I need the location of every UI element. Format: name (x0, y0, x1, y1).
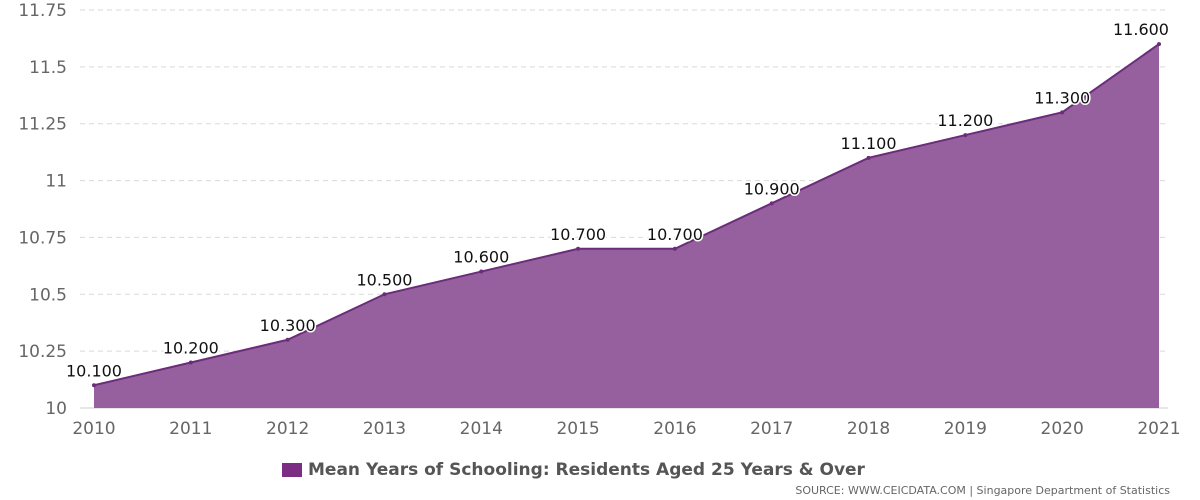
x-tick-label: 2021 (1137, 419, 1180, 439)
data-point (188, 360, 193, 365)
source-credit: SOURCE: WWW.CEICDATA.COM | Singapore Dep… (795, 484, 1170, 497)
x-tick-label: 2019 (944, 419, 987, 439)
y-tick-label: 11.5 (29, 58, 67, 78)
data-point (1060, 110, 1065, 115)
x-tick-label: 2017 (750, 419, 793, 439)
legend-label: Mean Years of Schooling: Residents Aged … (308, 460, 865, 480)
data-label: 10.500 (356, 270, 412, 289)
data-point (769, 201, 774, 206)
data-label: 11.200 (937, 111, 993, 130)
data-label: 10.300 (260, 316, 316, 335)
data-point (92, 383, 96, 388)
data-label: 10.600 (453, 248, 509, 267)
data-label: 11.100 (841, 134, 897, 153)
series-area (94, 44, 1159, 408)
legend-swatch (282, 463, 302, 477)
y-tick-label: 10.75 (18, 228, 67, 248)
data-point (1157, 42, 1161, 47)
data-point (576, 246, 581, 251)
y-tick-label: 10 (45, 399, 67, 419)
x-tick-label: 2012 (266, 419, 309, 439)
data-label: 10.700 (550, 225, 606, 244)
data-label: 10.100 (66, 361, 122, 380)
data-label: 10.700 (647, 225, 703, 244)
x-tick-label: 2014 (460, 419, 503, 439)
x-tick-label: 2015 (556, 419, 599, 439)
x-tick-label: 2020 (1041, 419, 1084, 439)
data-point (672, 246, 677, 251)
x-tick-label: 2018 (847, 419, 890, 439)
x-tick-label: 2013 (363, 419, 406, 439)
chart-legend[interactable]: Mean Years of Schooling: Residents Aged … (282, 460, 865, 480)
data-point (963, 133, 968, 138)
data-point (479, 269, 484, 274)
y-tick-label: 10.5 (29, 285, 67, 305)
data-point (285, 337, 290, 342)
x-tick-label: 2016 (653, 419, 696, 439)
x-tick-label: 2011 (169, 419, 212, 439)
series-line (93, 43, 1160, 387)
data-label: 11.600 (1113, 20, 1169, 39)
data-label: 10.200 (163, 339, 219, 358)
data-label: 10.900 (744, 179, 800, 198)
y-tick-label: 10.25 (18, 342, 67, 362)
data-point (866, 155, 871, 160)
x-tick-label: 2010 (72, 419, 115, 439)
y-tick-label: 11 (45, 172, 67, 192)
data-label: 11.300 (1034, 88, 1090, 107)
y-tick-label: 11.75 (18, 1, 67, 21)
data-point (382, 292, 387, 297)
y-tick-label: 11.25 (18, 115, 67, 135)
